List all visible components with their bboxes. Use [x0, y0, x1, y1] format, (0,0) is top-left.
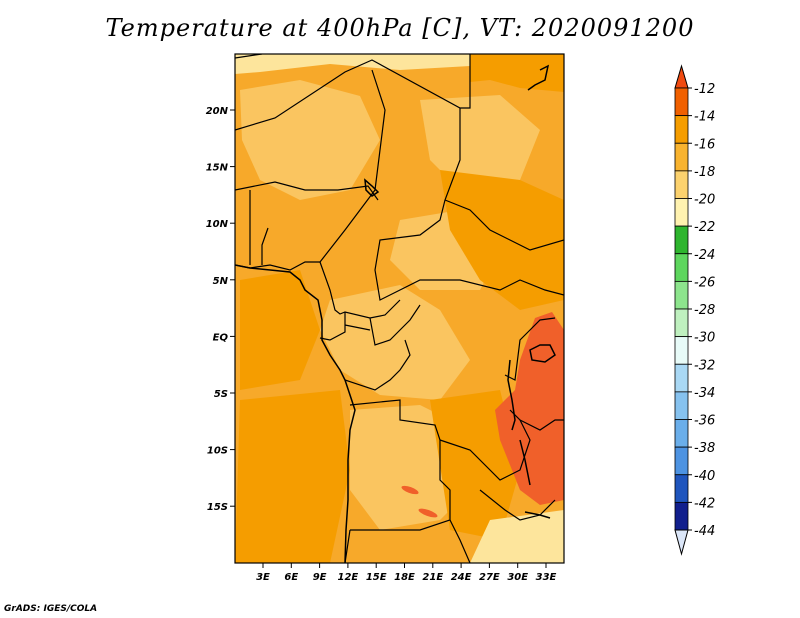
colorbar-label: -26 [694, 275, 715, 290]
colorbar-segment [674, 474, 689, 503]
colorbar-segment [674, 336, 689, 365]
lake-kariba [524, 511, 551, 519]
x-tick-label: 12E [338, 572, 359, 583]
temperature-field [235, 54, 564, 563]
colorbar-segment [674, 115, 689, 144]
map-frame-group [234, 53, 565, 564]
border-south-sudan [444, 199, 564, 251]
x-axis: 3E 6E 9E 12E 15E 18E 21E 24E 27E 30E 33E [256, 563, 557, 583]
colorbar-label: -28 [694, 303, 715, 318]
colorbar-bottom-arrow [674, 529, 689, 556]
border-cameroon-south [319, 261, 401, 319]
colorbar-segment [674, 225, 689, 255]
contour-light-congo [320, 285, 470, 400]
colorbar-label: -44 [694, 524, 715, 539]
border-drc-west [344, 339, 411, 391]
colorbar-label: -20 [694, 193, 715, 208]
contour-light-sahara [240, 80, 380, 200]
contour-pale-south [470, 510, 564, 563]
colorbar-segment [674, 446, 689, 476]
y-tick-label: 15S [207, 502, 228, 513]
border-zambia [439, 409, 531, 481]
border-tanzania-south [519, 419, 564, 431]
colorbar-label: -24 [694, 248, 715, 263]
colorbar-label: -14 [694, 110, 715, 125]
x-tick-label: 33E [536, 572, 557, 583]
border-mozambique [479, 489, 556, 521]
colorbar-label: -42 [694, 496, 715, 511]
colorbar-label: -16 [694, 137, 715, 152]
y-tick-label: 5N [213, 276, 229, 287]
colorbar-segment [674, 308, 689, 338]
coastlines-lakes [235, 64, 556, 563]
colorbar-label: -22 [694, 220, 715, 235]
contour-light-sudan [420, 95, 540, 190]
y-tick-label: EQ [213, 332, 229, 343]
y-tick-label: 15N [206, 163, 229, 174]
colorbar-label: -36 [694, 414, 715, 429]
contour-hot-spot-2 [418, 508, 438, 518]
x-tick-label: 15E [366, 572, 387, 583]
border-north [235, 54, 263, 59]
colorbar-top-arrow [674, 64, 689, 89]
map-title: Temperature at 400hPa [C], VT: 202009120… [105, 14, 695, 42]
colorbar-segment [674, 419, 689, 448]
x-tick-label: 18E [394, 572, 415, 583]
y-tick-label: 10S [207, 446, 228, 457]
x-tick-label: 30E [507, 572, 528, 583]
colorbar-label: -30 [694, 331, 715, 346]
border-algeria-niger-libya [235, 54, 471, 131]
border-benin [261, 227, 269, 265]
colorbar-label: -34 [694, 386, 715, 401]
colorbar-segment [674, 87, 689, 117]
x-tick-label: 27E [479, 572, 500, 583]
colorbar-label: -12 [694, 82, 715, 97]
y-tick-label: 20N [206, 106, 229, 117]
contour-warm-southeast [430, 390, 520, 540]
colorbar-segment [674, 170, 689, 199]
colorbar-label: -40 [694, 469, 715, 484]
colorbar-segment [674, 253, 689, 282]
lake-tanganyika [507, 359, 516, 431]
y-tick-label: 10N [206, 219, 229, 230]
colorbar-label: -32 [694, 358, 715, 373]
y-tick-label: 5S [214, 389, 228, 400]
colorbar-segment [674, 198, 689, 227]
colorbar-label: -38 [694, 441, 715, 456]
x-tick-label: 24E [451, 572, 472, 583]
lake-victoria [529, 344, 556, 363]
colorbar-label: -18 [694, 165, 715, 180]
x-tick-label: 6E [284, 572, 298, 583]
map-border [234, 53, 565, 564]
contour-pale-north [235, 54, 470, 74]
border-niger-nigeria [235, 181, 379, 201]
border-uganda-tanzania [504, 317, 556, 381]
lake-malawi [519, 439, 531, 486]
contour-warm-west [240, 270, 320, 390]
border-botswana [449, 519, 471, 563]
colorbar: -12 -14 -16 -18 -20 -22 -24 -26 -28 -30 -32 -34 -36 -… [674, 64, 715, 556]
country-borders [235, 54, 564, 563]
colorbar-segment [674, 142, 689, 172]
colorbar-segment [674, 391, 689, 420]
contour-warm-east [440, 170, 564, 310]
colorbar-segment [674, 501, 689, 531]
colorbar-segment [674, 363, 689, 393]
lake-chad [364, 178, 380, 197]
x-tick-label: 21E [422, 572, 443, 583]
border-sudan-car [374, 108, 564, 301]
x-tick-label: 3E [256, 572, 270, 583]
contour-warm-southwest [235, 390, 350, 563]
colorbar-segment [674, 280, 689, 310]
border-congo [369, 304, 421, 346]
border-angola [349, 399, 451, 531]
y-axis: 20N 15N 10N 5N EQ 5S 10S 15S [206, 106, 235, 513]
red-sea-coast [527, 64, 550, 91]
atlantic-coastline [235, 264, 356, 563]
contour-hot-spot-1 [401, 485, 419, 495]
x-tick-label: 9E [313, 572, 327, 583]
grads-credit: GrADS: IGES/COLA [4, 604, 98, 614]
border-gabon [319, 312, 371, 341]
